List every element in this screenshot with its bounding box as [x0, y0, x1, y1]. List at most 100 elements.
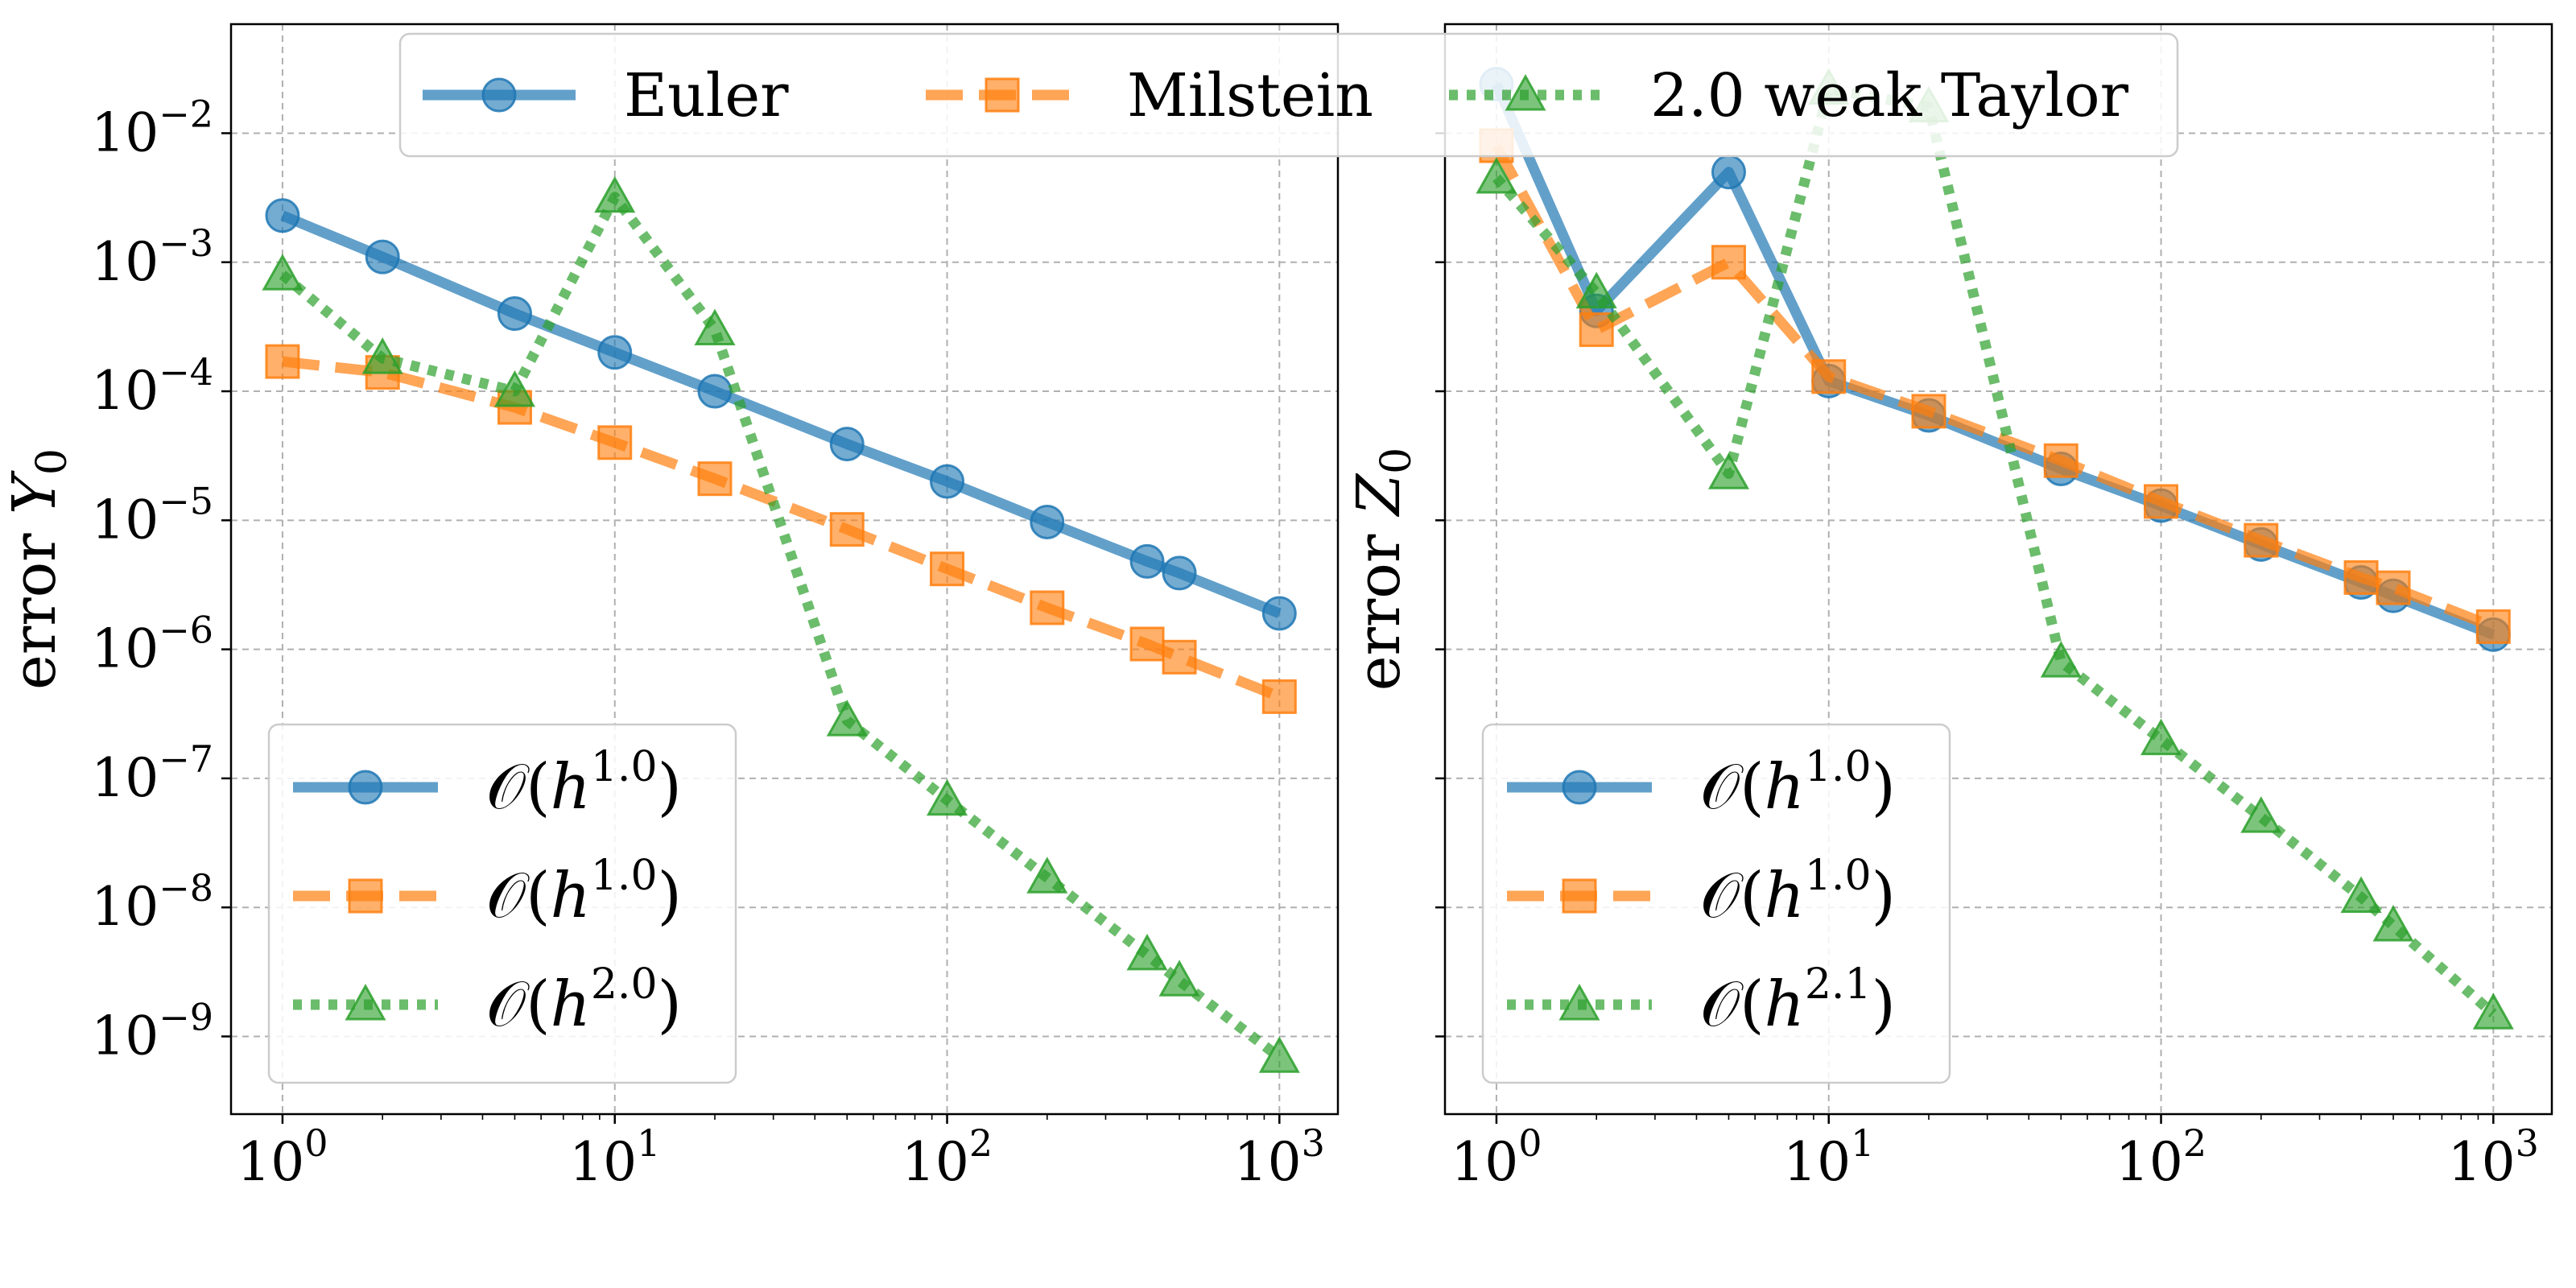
- series-line-milstein: [282, 356, 1282, 702]
- top-legend-label: Euler: [624, 61, 789, 130]
- plot-frame: [1443, 23, 2553, 1116]
- data-point-milstein: [697, 461, 733, 497]
- data-point-euler: [1261, 596, 1297, 631]
- x-tick-label: 102: [2116, 1121, 2207, 1193]
- x-tick-label: 101: [569, 1121, 660, 1193]
- series-line-taylor: [1492, 84, 2497, 1018]
- x-tick-label: 103: [2448, 1121, 2539, 1193]
- data-point-milstein: [1911, 394, 1946, 429]
- data-point-milstein: [930, 551, 965, 587]
- order-legend-label: 𝒪(h1.0): [1700, 743, 1896, 824]
- data-point-taylor: [493, 369, 536, 407]
- data-point-taylor: [361, 337, 403, 374]
- top-legend-marker-milstein: [985, 77, 1020, 113]
- data-point-taylor: [2372, 905, 2414, 942]
- data-point-euler: [1162, 555, 1197, 591]
- series-milstein: [265, 344, 1297, 714]
- top-legend: Euler Milstein 2.0 weak Taylor: [398, 32, 2179, 158]
- data-point-taylor: [1158, 960, 1200, 997]
- data-point-milstein: [2343, 559, 2379, 595]
- series-taylor: [262, 175, 1300, 1073]
- data-point-milstein: [2475, 609, 2511, 644]
- order-legend-label: 𝒪(h1.0): [486, 852, 682, 932]
- x-tick-label: 103: [1234, 1121, 1325, 1193]
- data-point-taylor: [2340, 876, 2382, 913]
- data-point-taylor: [694, 308, 736, 346]
- data-point-taylor: [262, 254, 303, 291]
- x-tick-label: 102: [902, 1121, 993, 1193]
- data-point-milstein: [829, 512, 865, 547]
- data-point-taylor: [2472, 993, 2514, 1030]
- series-line-milstein: [1492, 142, 2496, 632]
- top-legend-entry-euler: Euler: [423, 61, 789, 130]
- order-legend-marker-taylor: [345, 983, 386, 1021]
- order-legend-entry: 𝒪(h1.0): [293, 852, 682, 932]
- data-point-milstein: [1711, 245, 1746, 280]
- data-point-taylor: [2040, 641, 2082, 678]
- data-point-milstein: [2043, 443, 2079, 478]
- data-point-milstein: [1030, 590, 1065, 625]
- series-line-euler: [280, 210, 1282, 618]
- data-point-euler: [697, 374, 733, 409]
- top-legend-entry-milstein: Milstein: [926, 61, 1373, 130]
- data-point-euler: [829, 427, 865, 462]
- data-point-taylor: [926, 778, 968, 816]
- data-point-euler: [1129, 543, 1165, 579]
- y-tick-label: 10−6: [91, 609, 213, 680]
- order-legend-entry: 𝒪(h2.1): [1507, 960, 1896, 1041]
- panel-right-z0: 100 101 102 103 error Z0 𝒪(h1.0) 𝒪(h1.0) 𝒪(h2.1…: [1344, 23, 2553, 1193]
- data-point-euler: [597, 335, 633, 370]
- data-point-milstein: [2144, 484, 2179, 519]
- y-tick-label: 10−3: [91, 221, 213, 293]
- data-point-taylor: [826, 700, 868, 737]
- data-point-taylor: [1575, 271, 1617, 309]
- order-legend-box: [267, 723, 737, 1084]
- order-legend-marker-taylor: [1558, 983, 1600, 1021]
- y-tick-label: 10−4: [91, 350, 213, 422]
- order-legend-marker-euler: [1562, 770, 1597, 805]
- x-tick-label: 100: [1451, 1121, 1542, 1193]
- data-point-taylor: [1707, 452, 1750, 489]
- y-axis-label: error Y0: [0, 448, 76, 690]
- data-point-milstein: [265, 344, 300, 379]
- x-tick-label: 100: [237, 1121, 328, 1193]
- x-tick-label: 101: [1783, 1121, 1874, 1193]
- data-point-euler: [1711, 155, 1746, 190]
- y-tick-label: 10−7: [91, 737, 213, 809]
- order-legend-label: 𝒪(h2.1): [1700, 960, 1896, 1041]
- y-tick-label: 10−9: [91, 995, 213, 1067]
- data-point-euler: [930, 464, 965, 499]
- data-point-milstein: [1579, 312, 1614, 348]
- order-legend-marker-milstein: [1562, 878, 1597, 914]
- order-legend-entry: 𝒪(h1.0): [1507, 743, 1896, 824]
- order-legend: 𝒪(h1.0) 𝒪(h1.0) 𝒪(h2.1): [1481, 723, 1951, 1084]
- order-legend-entry: 𝒪(h2.0): [293, 960, 682, 1041]
- data-point-taylor: [1258, 1036, 1300, 1073]
- series-milstein: [1479, 128, 2511, 644]
- top-legend-marker-taylor: [1505, 73, 1546, 111]
- data-point-taylor: [1026, 857, 1068, 894]
- top-legend-entry-taylor: 2.0 weak Taylor: [1449, 61, 2129, 130]
- plot-frame: [229, 23, 1340, 1116]
- data-point-euler: [1030, 504, 1065, 539]
- order-legend-label: 𝒪(h1.0): [486, 743, 682, 824]
- order-legend-entry: 𝒪(h1.0): [293, 743, 682, 824]
- order-legend-label: 𝒪(h1.0): [1700, 852, 1896, 932]
- top-legend-label: Milstein: [1127, 61, 1373, 130]
- data-point-taylor: [2140, 718, 2182, 756]
- y-axis-label: error Z0: [1344, 448, 1421, 691]
- top-legend-marker-euler: [481, 77, 517, 113]
- order-legend-label: 𝒪(h2.0): [486, 960, 682, 1041]
- order-legend: 𝒪(h1.0) 𝒪(h1.0) 𝒪(h2.0): [267, 723, 737, 1084]
- data-point-milstein: [1129, 626, 1165, 662]
- data-point-milstein: [2376, 570, 2411, 605]
- data-point-milstein: [1162, 639, 1197, 675]
- data-point-taylor: [2240, 796, 2282, 833]
- order-legend-marker-euler: [348, 770, 383, 805]
- top-legend-box: [398, 32, 2179, 158]
- y-tick-label: 10−2: [91, 92, 213, 163]
- y-tick-label: 10−5: [91, 479, 213, 551]
- data-point-euler: [497, 296, 532, 332]
- series-euler: [265, 198, 1297, 631]
